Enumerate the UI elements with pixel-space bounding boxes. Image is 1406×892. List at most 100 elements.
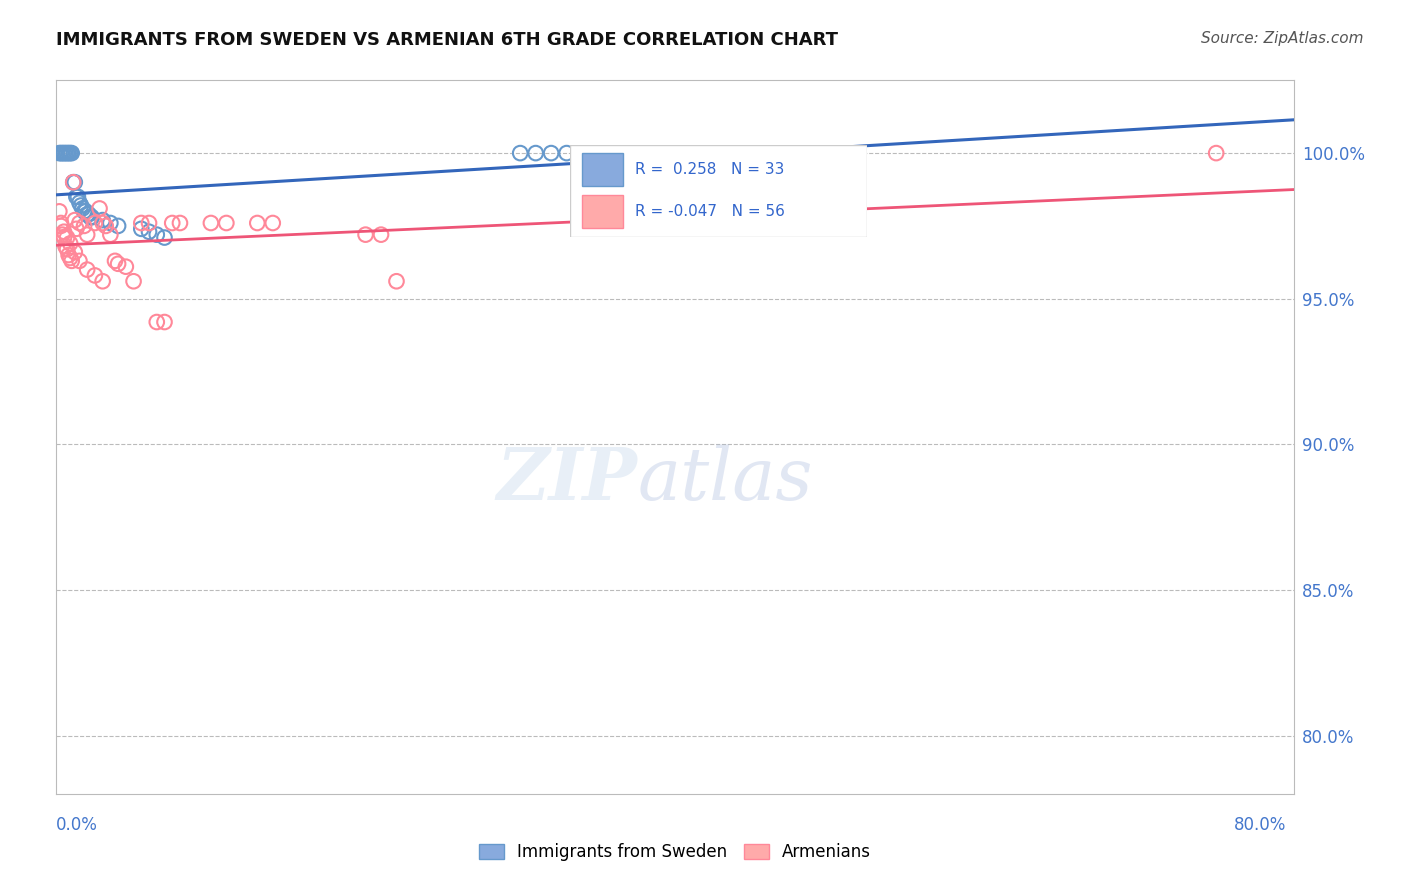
Point [76,227,98,242]
Point [75,204,97,219]
Point [633,216,655,230]
Point [571,216,593,230]
Point [80,210,103,224]
Point [91,213,114,227]
Point [153,230,176,244]
Point [602,216,624,230]
Text: Source: ZipAtlas.com: Source: ZipAtlas.com [1201,31,1364,46]
Point [160,216,183,230]
Point [648,216,671,230]
Point [67,253,90,268]
Text: atlas: atlas [638,444,813,516]
Point [586,216,609,230]
Point [79,210,101,224]
Point [98,216,122,230]
Point [138,216,160,230]
Point [66,190,89,204]
Point [84,216,107,230]
Point [56,242,79,256]
Point [63,175,86,189]
Point [67,216,90,230]
Point [72,202,94,216]
Point [91,274,114,288]
Point [540,146,562,161]
Point [129,216,153,230]
Point [49,219,72,233]
Point [114,260,138,274]
Text: R =  0.258   N = 33: R = 0.258 N = 33 [636,162,785,177]
Point [55,239,77,253]
Point [60,146,83,161]
Point [385,274,408,288]
Point [65,222,87,236]
Point [617,216,640,230]
Point [59,146,82,161]
Point [664,216,686,230]
Point [58,248,80,262]
Point [129,222,153,236]
Point [146,315,169,329]
Text: 0.0%: 0.0% [56,816,98,834]
Point [246,216,269,230]
Point [59,251,82,265]
Point [67,195,90,210]
Point [48,204,70,219]
Bar [582,194,623,228]
Point [48,146,70,161]
Point [53,225,76,239]
Point [370,227,392,242]
Text: ZIP: ZIP [496,444,638,516]
Point [51,146,73,161]
Text: IMMIGRANTS FROM SWEDEN VS ARMENIAN 6TH GRADE CORRELATION CHART: IMMIGRANTS FROM SWEDEN VS ARMENIAN 6TH G… [56,31,838,49]
Point [58,146,80,161]
Point [354,227,377,242]
Point [104,253,127,268]
Point [215,216,238,230]
Point [65,190,87,204]
Point [89,202,111,216]
Text: R = -0.047   N = 56: R = -0.047 N = 56 [636,203,785,219]
Point [200,216,222,230]
Point [138,225,160,239]
Point [169,216,191,230]
Point [77,207,100,221]
Point [153,315,176,329]
Point [62,175,84,189]
Point [63,213,86,227]
Point [76,262,98,277]
Point [76,207,98,221]
Point [56,230,79,244]
Point [49,146,72,161]
Point [60,253,83,268]
Point [73,204,96,219]
Point [73,219,96,233]
Point [84,268,107,283]
Text: 80.0%: 80.0% [1234,816,1286,834]
Point [695,216,717,230]
Point [53,230,76,244]
Point [98,227,122,242]
Point [70,198,93,212]
Point [91,216,114,230]
Point [555,146,578,161]
Point [94,219,117,233]
Point [509,146,531,161]
Point [679,216,702,230]
Legend: Immigrants from Sweden, Armenians: Immigrants from Sweden, Armenians [472,837,877,868]
Point [146,227,169,242]
Point [55,146,77,161]
Point [107,257,129,271]
Point [107,219,129,233]
Point [49,216,72,230]
Point [51,227,73,242]
Point [56,146,79,161]
Point [262,216,284,230]
Point [524,146,547,161]
Point [1205,146,1227,161]
Point [59,236,82,251]
Point [122,274,145,288]
Point [53,146,76,161]
Bar [582,153,623,186]
Point [62,175,84,189]
Point [63,245,86,260]
